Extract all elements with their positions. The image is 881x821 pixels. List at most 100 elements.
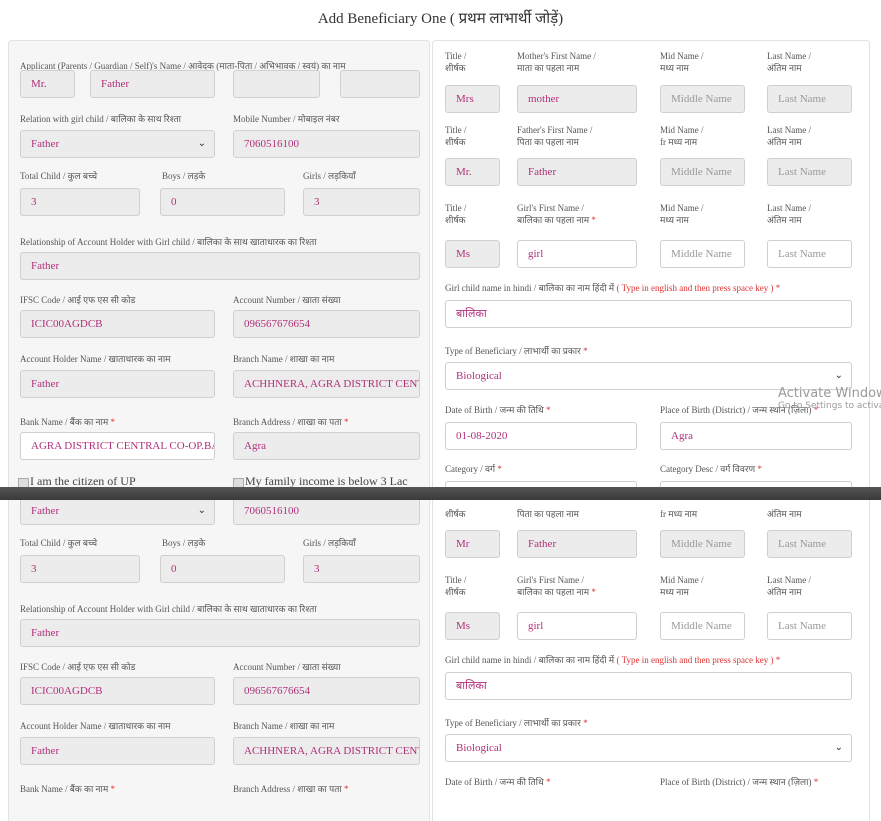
label-text: Account Holder Name / खाताधारक का नाम xyxy=(20,354,171,364)
text-input[interactable]: Mrs xyxy=(445,85,500,113)
text-input[interactable]: Ms xyxy=(445,612,500,640)
text-input[interactable]: ICIC00AGDCB xyxy=(20,310,215,338)
checkbox[interactable] xyxy=(233,478,244,487)
text-input[interactable]: girl xyxy=(517,612,637,640)
field-label: Relationship of Account Holder with Girl… xyxy=(20,603,317,615)
text-input[interactable]: बालिका xyxy=(445,672,852,700)
text-input[interactable]: mother xyxy=(517,85,637,113)
text-input[interactable] xyxy=(660,481,852,487)
required-mark: * xyxy=(583,718,588,728)
label-text: Account Holder Name / खाताधारक का नाम xyxy=(20,721,171,731)
field-label: Relationship of Account Holder with Girl… xyxy=(20,236,317,248)
input-value: Agra xyxy=(671,430,693,442)
required-mark: * xyxy=(775,655,781,665)
input-value: ACHHNERA, AGRA DISTRICT CENTRAL xyxy=(244,378,419,390)
text-input[interactable]: Last Name xyxy=(767,530,852,558)
field-label: IFSC Code / आई एफ एस सी कोड xyxy=(20,661,135,673)
text-input[interactable]: 01-08-2020 xyxy=(445,422,637,450)
input-value: Middle Name xyxy=(671,620,732,632)
text-input[interactable]: 3 xyxy=(303,188,420,216)
select-box[interactable]: Biological ⌄ xyxy=(445,362,852,390)
required-mark: * xyxy=(813,405,819,415)
select-box[interactable]: Father ⌄ xyxy=(20,130,215,158)
input-value: ACHHNERA, AGRA DISTRICT CENTRAL xyxy=(244,745,419,757)
input-value: बालिका xyxy=(456,308,487,320)
text-input[interactable]: girl xyxy=(517,240,637,268)
text-input[interactable]: AGRA DISTRICT CENTRAL CO-OP.BANK xyxy=(20,432,215,460)
text-input[interactable]: Last Name xyxy=(767,158,852,186)
watermark-line: Activate Windows xyxy=(778,386,881,401)
text-input[interactable]: Father xyxy=(517,530,637,558)
input-value: 096567676654 xyxy=(244,685,310,697)
text-input[interactable]: Middle Name xyxy=(660,85,745,113)
field-label: Date of Birth / जन्म की तिथि * xyxy=(445,776,550,788)
input-value: Middle Name xyxy=(671,248,732,260)
text-input[interactable]: 0 xyxy=(160,555,285,583)
text-input[interactable]: Father xyxy=(90,70,215,98)
label-line: Mid Name / xyxy=(660,51,704,61)
text-input[interactable]: Mr. xyxy=(445,158,500,186)
required-mark: * xyxy=(343,417,349,427)
text-input[interactable]: Father xyxy=(20,619,420,647)
text-input[interactable]: 7060516100 xyxy=(233,130,420,158)
field-label: Girl child name in hindi / बालिका का नाम… xyxy=(445,282,780,294)
text-input[interactable]: Agra xyxy=(660,422,852,450)
label-text: Bank Name / बैंक का नाम * xyxy=(20,417,115,427)
text-input[interactable]: Last Name xyxy=(767,85,852,113)
label-line: अंतिम नाम xyxy=(767,215,802,225)
label-hint: ( Type in english and then press space k… xyxy=(614,283,774,293)
text-input[interactable]: Agra xyxy=(233,432,420,460)
checkbox[interactable] xyxy=(18,478,29,487)
label-text: Total Child / कुल बच्चे xyxy=(20,171,98,181)
label-text: Branch Name / शाखा का नाम xyxy=(233,721,335,731)
text-input[interactable]: Middle Name xyxy=(660,158,745,186)
label-line: fr मध्य नाम xyxy=(660,137,698,147)
label-text: Place of Birth (District) / जन्म स्थान (… xyxy=(660,405,819,415)
text-input[interactable]: Mr. xyxy=(20,70,75,98)
field-label: Last Name / अंतिम नाम xyxy=(767,50,811,74)
text-input[interactable]: ACHHNERA, AGRA DISTRICT CENTRAL xyxy=(233,737,420,765)
text-input[interactable]: Mr xyxy=(445,530,500,558)
text-input[interactable]: 0 xyxy=(160,188,285,216)
field-label: Branch Name / शाखा का नाम xyxy=(233,353,334,365)
text-input[interactable]: 3 xyxy=(20,555,140,583)
label-line: Girl's First Name / xyxy=(517,203,584,213)
text-input[interactable]: Ms xyxy=(445,240,500,268)
required-mark: * xyxy=(545,777,551,787)
label-line: Father's First Name / xyxy=(517,125,593,135)
label-text: Account Number / खाता संख्या xyxy=(233,295,341,305)
text-input[interactable]: ICIC00AGDCB xyxy=(20,677,215,705)
text-input[interactable]: Middle Name xyxy=(660,240,745,268)
text-input[interactable]: Father xyxy=(517,158,637,186)
select-box[interactable]: Biological ⌄ xyxy=(445,734,852,762)
text-input[interactable]: Father xyxy=(20,252,420,280)
text-input[interactable]: Last Name xyxy=(767,612,852,640)
select-box[interactable]: Father ⌄ xyxy=(20,500,215,525)
text-input[interactable] xyxy=(445,481,637,487)
input-value: ICIC00AGDCB xyxy=(31,318,103,330)
text-input[interactable]: Middle Name xyxy=(660,612,745,640)
label-line: अंतिम नाम xyxy=(767,587,802,597)
checkbox-label: I am the citizen of UP xyxy=(30,474,136,487)
text-input[interactable]: 096567676654 xyxy=(233,677,420,705)
input-value: 0 xyxy=(171,563,177,575)
text-input[interactable]: 7060516100 xyxy=(233,500,420,525)
chevron: ⌄ xyxy=(197,138,206,149)
chevron: ⌄ xyxy=(834,370,843,381)
field-label: Boys / लड़के xyxy=(162,170,205,182)
text-input[interactable]: 3 xyxy=(303,555,420,583)
text-input[interactable]: Father xyxy=(20,737,215,765)
label-line: Mother's First Name / xyxy=(517,51,596,61)
text-input[interactable] xyxy=(233,70,320,98)
text-input[interactable]: ACHHNERA, AGRA DISTRICT CENTRAL xyxy=(233,370,420,398)
input-value: Mr xyxy=(456,538,470,550)
required-mark: * xyxy=(813,777,819,787)
text-input[interactable]: बालिका xyxy=(445,300,852,328)
input-value: 0 xyxy=(171,196,177,208)
text-input[interactable]: Father xyxy=(20,370,215,398)
text-input[interactable]: Last Name xyxy=(767,240,852,268)
text-input[interactable] xyxy=(340,70,420,98)
text-input[interactable]: Middle Name xyxy=(660,530,745,558)
text-input[interactable]: 3 xyxy=(20,188,140,216)
text-input[interactable]: 096567676654 xyxy=(233,310,420,338)
